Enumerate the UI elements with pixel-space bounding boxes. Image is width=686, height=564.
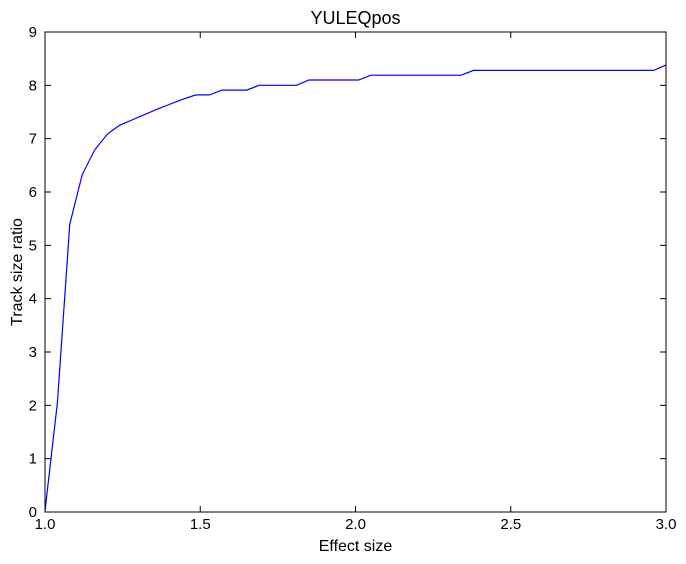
y-tick-label: 2: [29, 397, 37, 414]
x-tick-label: 2.0: [345, 516, 366, 533]
x-tick-label: 3.0: [656, 516, 677, 533]
data-series: [44, 64, 667, 511]
chart-title: YULEQpos: [310, 8, 400, 28]
x-tick-label: 1.0: [35, 516, 56, 533]
series-line: [44, 64, 667, 511]
x-axis-label: Effect size: [319, 538, 393, 555]
y-tick-label: 3: [29, 344, 37, 361]
y-tick-label: 1: [29, 451, 37, 468]
y-tick-label: 4: [29, 291, 37, 308]
x-tick-label: 1.5: [190, 516, 211, 533]
plot-frame: [44, 31, 667, 513]
y-axis-label: Track size ratio: [9, 218, 26, 326]
y-tick-label: 0: [29, 504, 37, 521]
y-tick-label: 5: [29, 237, 37, 254]
y-tick-label: 7: [29, 131, 37, 148]
y-tick-label: 9: [29, 24, 37, 41]
y-tick-label: 8: [29, 77, 37, 94]
y-tick-label: 6: [29, 184, 37, 201]
axis-ticks: 1.0 1.5 2.0 2.5 3.0 0 1 2 3 4 5 6 7 8 9: [29, 24, 677, 533]
x-tick-label: 2.5: [500, 516, 521, 533]
